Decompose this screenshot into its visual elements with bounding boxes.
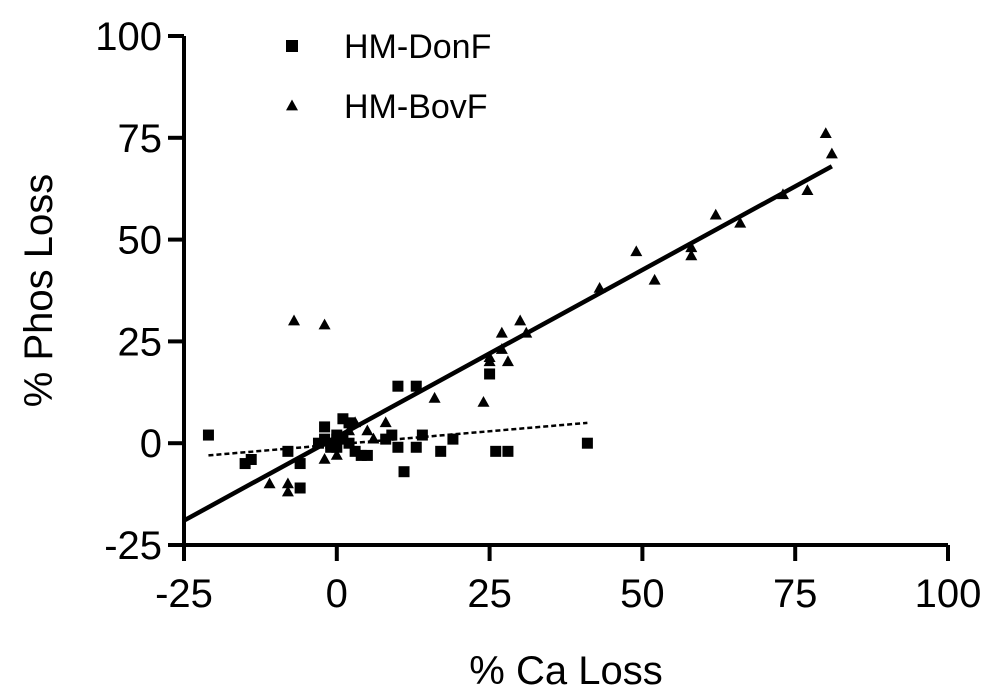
bovf-point bbox=[801, 184, 814, 196]
y-tick-label: -25 bbox=[104, 524, 162, 568]
x-tick-label: 75 bbox=[773, 572, 818, 616]
y-tick-label: 100 bbox=[95, 15, 162, 59]
bovf-point bbox=[318, 318, 331, 330]
donf-point bbox=[349, 445, 361, 457]
bovf-point bbox=[825, 147, 838, 159]
donf-point bbox=[410, 380, 422, 392]
bovf-point bbox=[263, 477, 276, 489]
donf-point bbox=[282, 445, 294, 457]
bovf-point bbox=[630, 245, 643, 257]
donf-point bbox=[294, 458, 306, 470]
bovf-point bbox=[330, 448, 343, 460]
y-tick-label: 75 bbox=[118, 117, 163, 161]
legend-item-bovf: HM-BovF bbox=[286, 88, 488, 126]
bovf-point bbox=[288, 314, 301, 326]
donf-point bbox=[343, 437, 355, 449]
donf-point bbox=[392, 441, 404, 453]
bovf-point bbox=[379, 416, 392, 428]
bovf-point bbox=[477, 396, 490, 407]
donf-point bbox=[435, 445, 447, 457]
bovf-point bbox=[318, 453, 331, 464]
legend-square-marker bbox=[286, 40, 298, 52]
donf-point bbox=[484, 368, 496, 380]
bovf-point bbox=[343, 424, 356, 436]
y-tick-label: 0 bbox=[140, 422, 162, 466]
bovf-point bbox=[281, 477, 294, 489]
donf-point bbox=[398, 466, 410, 478]
donf-point bbox=[294, 482, 306, 494]
x-tick-label: -25 bbox=[155, 572, 213, 616]
donf-point bbox=[386, 429, 398, 441]
x-tick-label: 100 bbox=[915, 572, 982, 616]
donf-point bbox=[392, 380, 404, 392]
bovf-point bbox=[819, 127, 832, 139]
bovf-point bbox=[483, 351, 496, 363]
bovf-point bbox=[685, 249, 698, 261]
donf-series bbox=[202, 368, 593, 494]
donf-point bbox=[245, 453, 257, 465]
legend-label: HM-BovF bbox=[344, 88, 488, 126]
plot-area bbox=[182, 127, 838, 523]
bovf-point bbox=[685, 241, 698, 253]
bovf-point bbox=[495, 326, 508, 338]
donf-point bbox=[361, 449, 373, 461]
x-tick-label: 0 bbox=[326, 572, 348, 616]
bovf-point bbox=[361, 424, 374, 436]
y-tick-label: 50 bbox=[118, 219, 163, 263]
bovf-point bbox=[501, 355, 514, 367]
donf-point bbox=[319, 433, 331, 445]
bovf-fit-line bbox=[182, 164, 833, 523]
x-axis-title: % Ca Loss bbox=[469, 649, 662, 693]
donf-point bbox=[410, 441, 422, 453]
legend-triangle-marker bbox=[286, 99, 298, 111]
donf-point bbox=[490, 445, 502, 457]
donf-point bbox=[331, 441, 343, 453]
bovf-point bbox=[349, 416, 362, 428]
bovf-point bbox=[428, 391, 441, 403]
bovf-point bbox=[648, 273, 661, 285]
legend-label: HM-DonF bbox=[344, 28, 491, 66]
donf-point bbox=[343, 417, 355, 429]
bovf-point bbox=[495, 343, 508, 354]
bovf-point bbox=[514, 314, 527, 326]
axes: -25 0 25 50 75 100 -25 0 25 50 75 100 % Ca Loss % Pho… bbox=[17, 15, 981, 693]
donf-point bbox=[416, 429, 428, 441]
donf-point bbox=[337, 413, 349, 425]
bovf-point bbox=[520, 326, 533, 338]
bovf-series bbox=[263, 127, 838, 497]
donf-point bbox=[325, 441, 337, 453]
bovf-point bbox=[593, 281, 606, 293]
donf-point bbox=[239, 458, 251, 470]
donf-point bbox=[331, 433, 343, 445]
y-axis-title: % Phos Loss bbox=[17, 174, 61, 407]
bovf-point bbox=[281, 485, 294, 497]
bovf-point bbox=[709, 208, 722, 220]
y-tick-label: 25 bbox=[118, 320, 163, 364]
legend: HM-DonF HM-BovF bbox=[286, 28, 491, 126]
donf-point bbox=[380, 433, 392, 445]
donf-point bbox=[312, 437, 324, 449]
bovf-point bbox=[776, 188, 789, 200]
donf-point bbox=[337, 433, 349, 445]
donf-point bbox=[581, 437, 593, 449]
donf-point bbox=[202, 429, 214, 441]
legend-item-donf: HM-DonF bbox=[286, 28, 491, 66]
donf-point bbox=[319, 421, 331, 433]
bovf-point bbox=[367, 432, 380, 444]
x-tick-label: 50 bbox=[620, 572, 665, 616]
donf-fit-line bbox=[208, 421, 588, 457]
donf-point bbox=[502, 445, 514, 457]
donf-point bbox=[355, 449, 367, 461]
x-tick-label: 25 bbox=[467, 572, 512, 616]
donf-point bbox=[447, 433, 459, 445]
bovf-point bbox=[734, 216, 747, 228]
